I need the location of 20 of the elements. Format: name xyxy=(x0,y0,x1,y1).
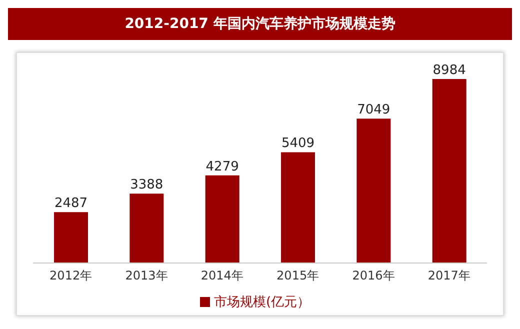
bar xyxy=(205,175,240,263)
bar xyxy=(54,212,88,263)
chart-title: 2012-2017 年国内汽车养护市场规模走势 xyxy=(8,8,512,40)
bar xyxy=(281,152,315,263)
x-tick-label: 2017年 xyxy=(428,268,470,283)
data-label: 3388 xyxy=(130,178,164,193)
data-label: 8984 xyxy=(432,63,466,78)
x-tick-label: 2014年 xyxy=(200,268,244,283)
data-label: 5409 xyxy=(281,136,315,152)
data-label: 2487 xyxy=(54,196,88,212)
bar xyxy=(130,194,164,263)
x-tick-label: 2016年 xyxy=(352,268,395,283)
data-label: 4279 xyxy=(206,159,239,174)
x-tick-label: 2015年 xyxy=(276,268,320,283)
bar xyxy=(356,118,391,263)
x-tick-label: 2013年 xyxy=(125,268,168,283)
bar xyxy=(432,79,466,263)
legend-label: 市场规模(亿元） xyxy=(214,295,310,310)
data-label: 7049 xyxy=(357,102,390,118)
x-tick-label: 2012年 xyxy=(50,268,92,283)
